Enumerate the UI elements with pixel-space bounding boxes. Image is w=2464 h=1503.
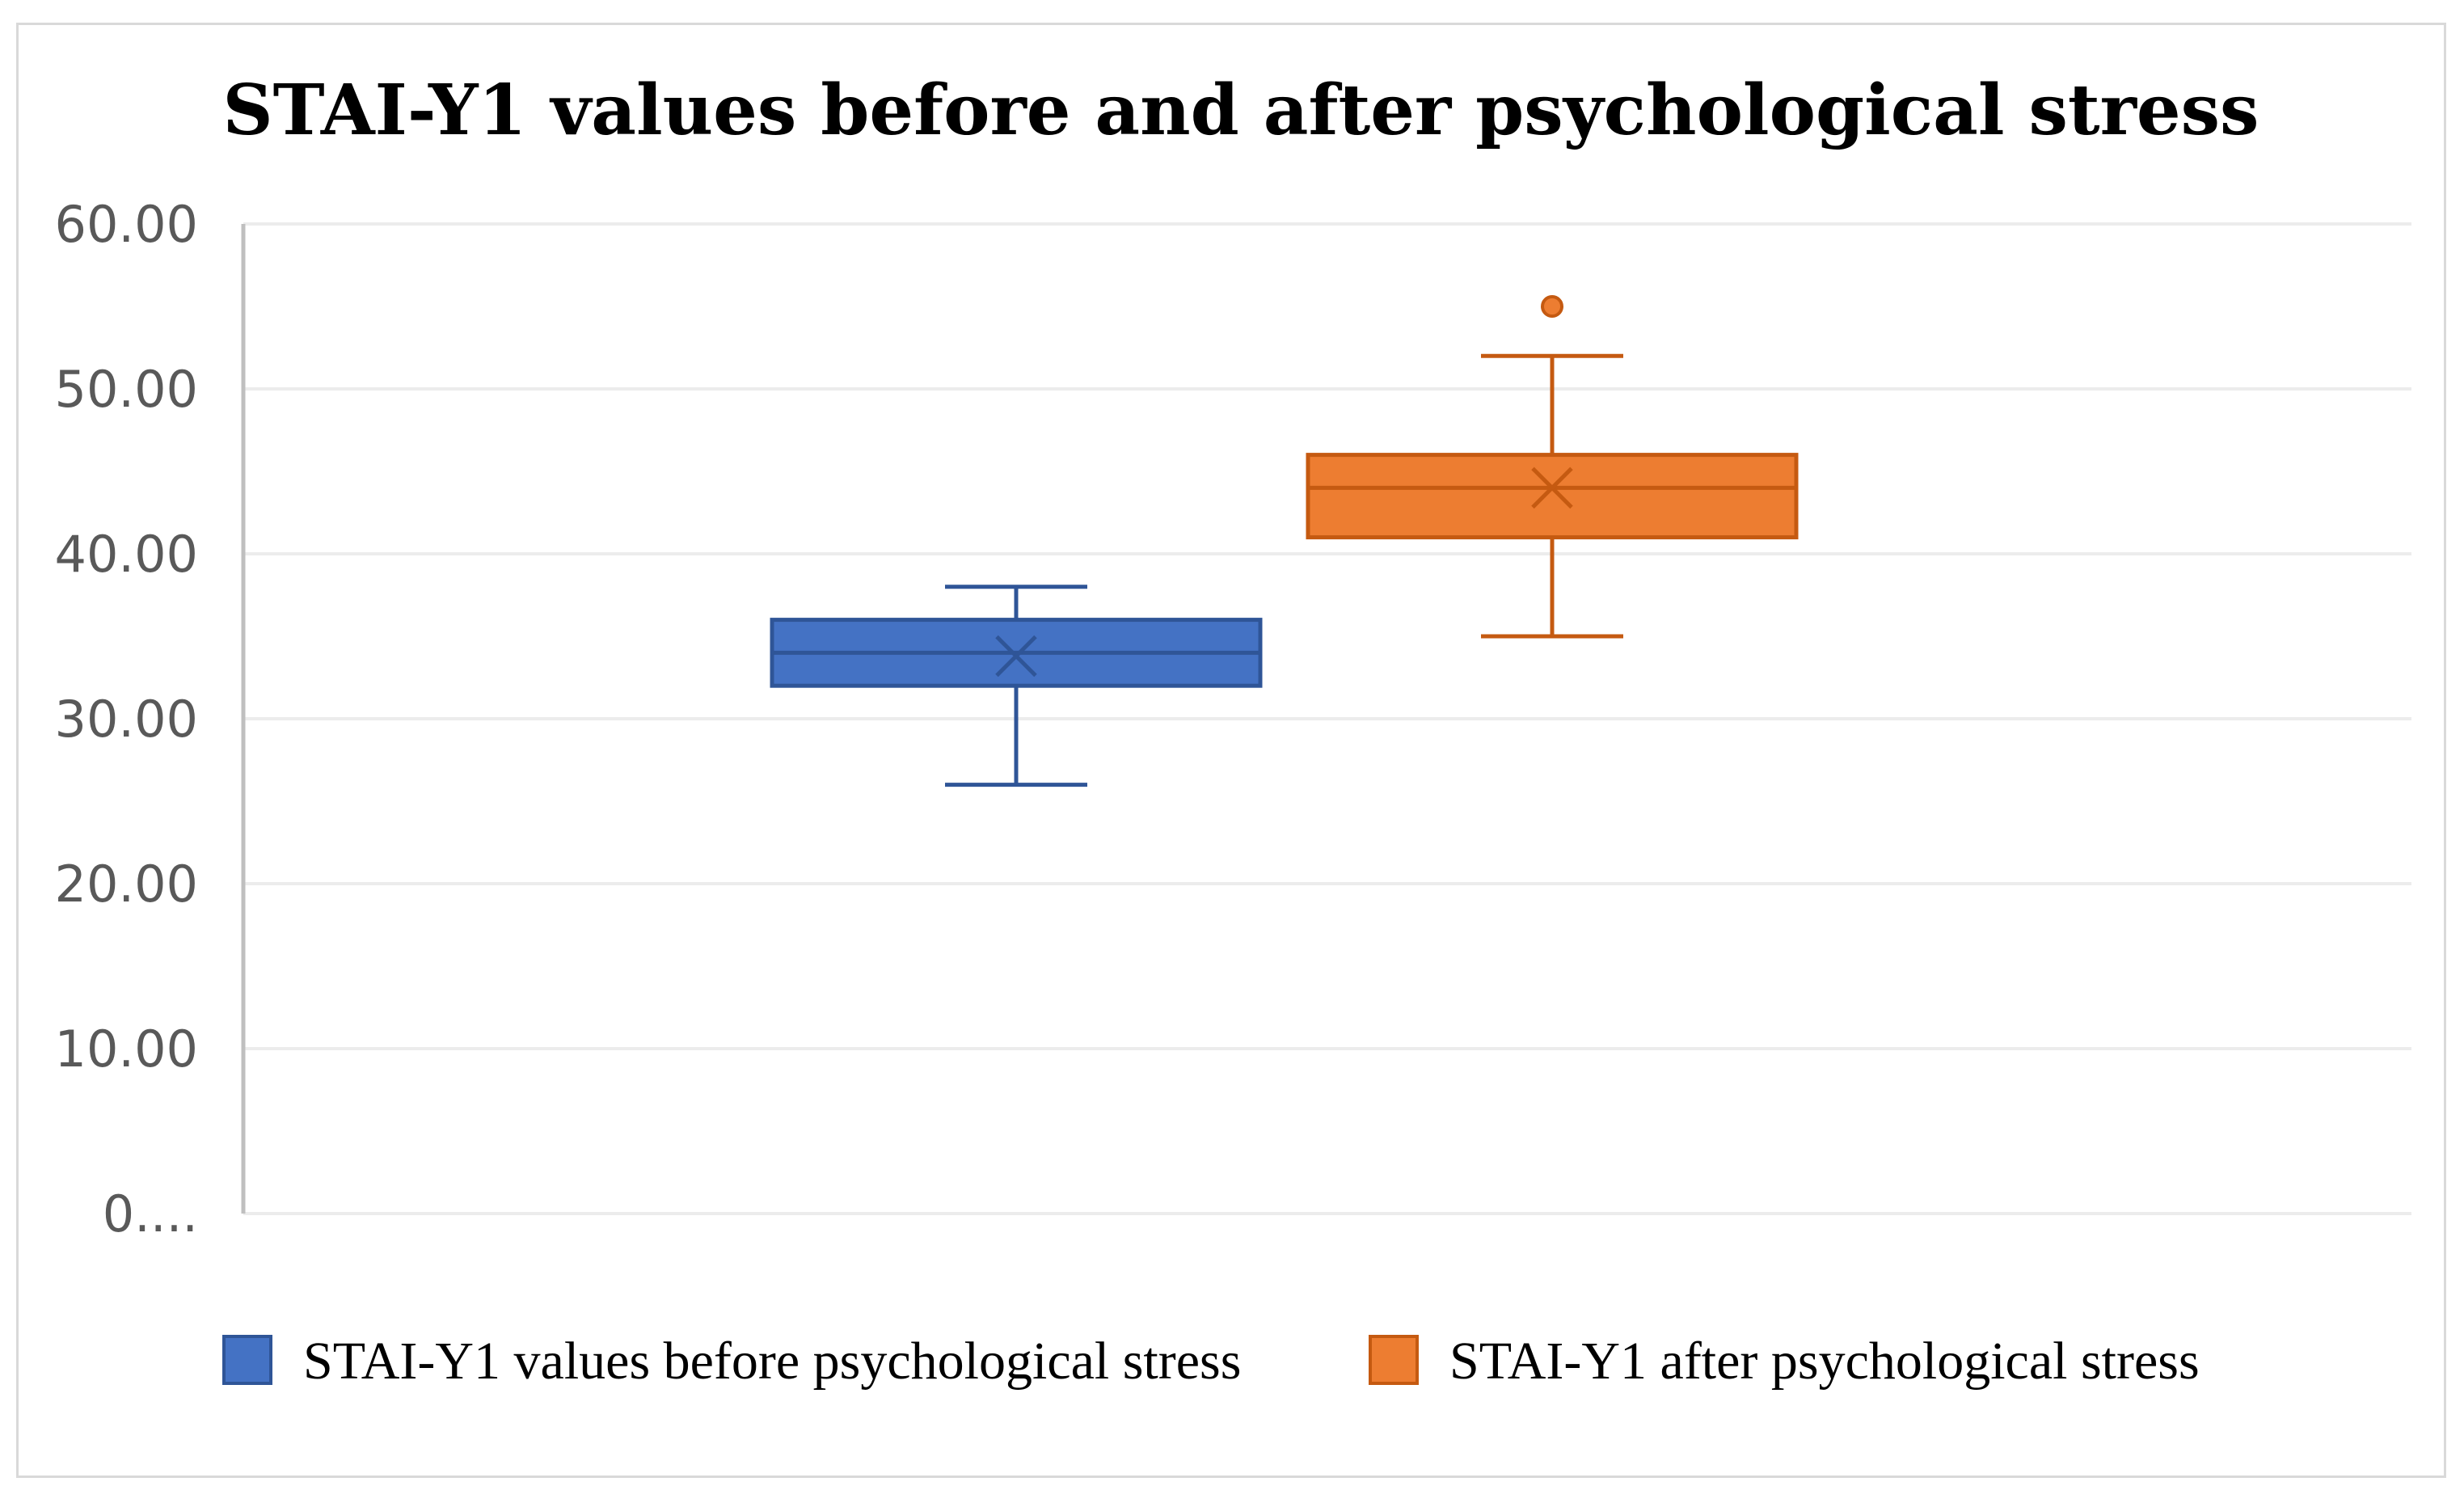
y-tick-label: 40.00: [55, 525, 199, 584]
legend-item: STAI-Y1 after psychological stress: [1369, 1332, 2200, 1391]
outlier-point: [1541, 295, 1563, 318]
y-tick-label: 10.00: [55, 1020, 199, 1079]
legend-swatch: [1369, 1335, 1419, 1385]
mean-marker: [1531, 467, 1573, 509]
y-tick-label: 30.00: [55, 690, 199, 749]
box-series: [1306, 295, 1799, 639]
y-tick-label: 50.00: [55, 360, 199, 419]
chart-svg: STAI-Y1 values before and after psycholo…: [55, 70, 2411, 1391]
y-axis-ticks: 0.... 10.00 20.00 30.00 40.00 50.00 60.00: [55, 195, 199, 1243]
chart-frame: STAI-Y1 values before and after psycholo…: [16, 23, 2446, 1478]
iqr-box: [1306, 453, 1799, 540]
grid-layer: [243, 222, 2411, 1215]
y-tick-label: 60.00: [55, 195, 199, 254]
chart-title: STAI-Y1 values before and after psycholo…: [223, 70, 2259, 151]
mean-marker: [995, 635, 1037, 678]
y-tick-label: 0....: [103, 1184, 198, 1243]
legend-label: STAI-Y1 values before psychological stre…: [303, 1332, 1241, 1391]
legend-label: STAI-Y1 after psychological stress: [1449, 1332, 2200, 1391]
legend-item: STAI-Y1 values before psychological stre…: [222, 1332, 1241, 1391]
legend-swatch: [222, 1335, 272, 1385]
y-tick-label: 20.00: [55, 855, 199, 914]
box-layer: [770, 295, 1799, 787]
legend: STAI-Y1 values before psychological stre…: [222, 1332, 2200, 1391]
box-series: [770, 585, 1263, 787]
